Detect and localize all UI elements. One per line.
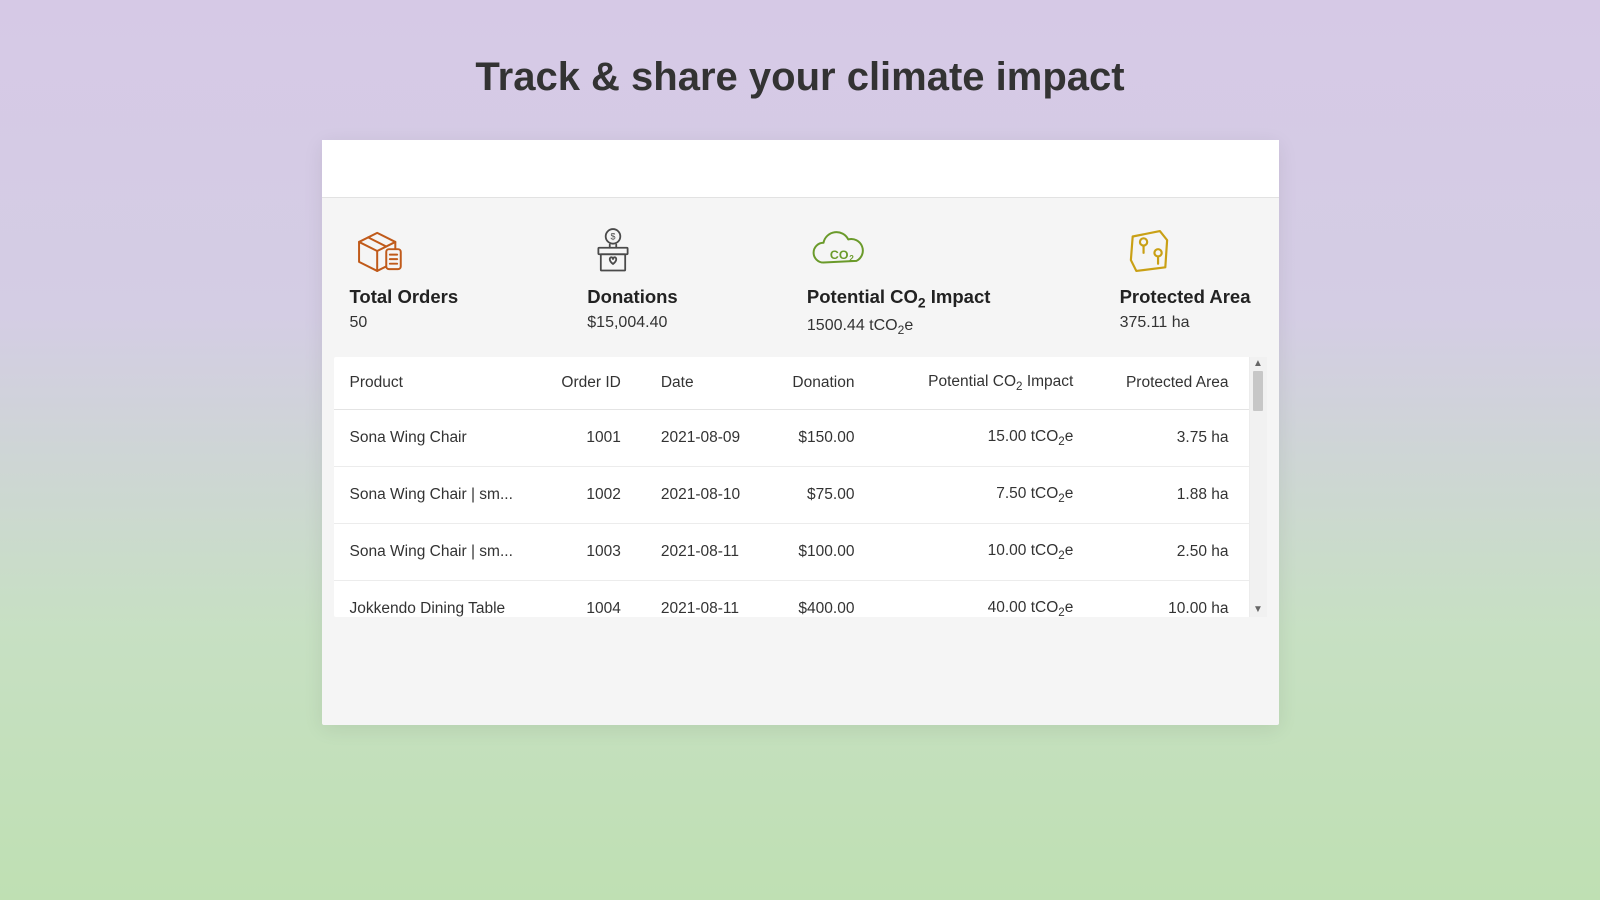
value-text: 1500.44 tCO <box>807 317 898 334</box>
cell-text: e <box>1065 599 1074 616</box>
stat-label: Protected Area <box>1120 286 1251 308</box>
value-text: e <box>904 317 913 334</box>
cell-text: 10.00 tCO <box>988 542 1059 559</box>
cell-product: Sona Wing Chair | sm... <box>334 524 534 581</box>
stat-total-orders: Total Orders 50 <box>350 220 459 337</box>
dashboard-card: Total Orders 50 $ Donations $15,004.40 <box>322 140 1279 725</box>
box-icon <box>350 220 408 282</box>
table-scroll[interactable]: Product Order ID Date Donation Potential… <box>334 357 1249 617</box>
svg-text:CO: CO <box>830 248 849 262</box>
cell-text: e <box>1065 428 1074 445</box>
cell-order-id: 1001 <box>534 409 645 466</box>
svg-text:2: 2 <box>849 254 854 263</box>
cell-area: 10.00 ha <box>1093 581 1248 617</box>
col-header-product: Product <box>334 357 534 410</box>
cell-date: 2021-08-10 <box>645 467 763 524</box>
cell-area: 2.50 ha <box>1093 524 1248 581</box>
scroll-up-arrow-icon[interactable]: ▲ <box>1253 357 1263 371</box>
header-text: Impact <box>1023 373 1074 390</box>
label-text: Impact <box>926 286 991 307</box>
co2-cloud-icon: CO 2 <box>807 220 873 282</box>
table-row[interactable]: Sona Wing Chair10012021-08-09$150.0015.0… <box>334 409 1249 466</box>
cell-donation: $400.00 <box>763 581 891 617</box>
col-header-donation: Donation <box>763 357 891 410</box>
scroll-thumb[interactable] <box>1253 371 1263 411</box>
cell-product: Jokkendo Dining Table <box>334 581 534 617</box>
stat-value: 1500.44 tCO2e <box>807 317 913 337</box>
cell-order-id: 1003 <box>534 524 645 581</box>
header-text: Potential CO <box>928 373 1016 390</box>
subscript-2: 2 <box>918 295 926 311</box>
donation-box-icon: $ <box>587 220 639 282</box>
cell-donation: $100.00 <box>763 524 891 581</box>
card-topbar <box>322 140 1279 198</box>
cell-date: 2021-08-11 <box>645 524 763 581</box>
orders-table: Product Order ID Date Donation Potential… <box>334 357 1249 617</box>
col-header-area: Protected Area <box>1093 357 1248 410</box>
stat-value: $15,004.40 <box>587 314 667 332</box>
cell-text: 40.00 tCO <box>988 599 1059 616</box>
table-header-row: Product Order ID Date Donation Potential… <box>334 357 1249 410</box>
cell-date: 2021-08-09 <box>645 409 763 466</box>
cell-product: Sona Wing Chair <box>334 409 534 466</box>
cell-text: 7.50 tCO <box>996 485 1058 502</box>
cell-date: 2021-08-11 <box>645 581 763 617</box>
cell-impact: 40.00 tCO2e <box>890 581 1093 617</box>
cell-donation: $150.00 <box>763 409 891 466</box>
card-bottom-spacer <box>322 629 1279 725</box>
orders-table-container: Product Order ID Date Donation Potential… <box>334 357 1267 617</box>
scroll-down-arrow-icon[interactable]: ▼ <box>1253 603 1263 617</box>
map-pins-icon <box>1120 220 1178 282</box>
stat-donations: $ Donations $15,004.40 <box>587 220 677 337</box>
cell-text: e <box>1065 542 1074 559</box>
col-header-order-id: Order ID <box>534 357 645 410</box>
stat-label: Potential CO2 Impact <box>807 286 991 311</box>
cell-text: 15.00 tCO <box>988 428 1059 445</box>
table-row[interactable]: Sona Wing Chair | sm...10032021-08-11$10… <box>334 524 1249 581</box>
cell-area: 3.75 ha <box>1093 409 1248 466</box>
label-text: Potential CO <box>807 286 918 307</box>
vertical-scrollbar[interactable]: ▲ ▼ <box>1249 357 1267 617</box>
cell-text: e <box>1065 485 1074 502</box>
stat-label: Total Orders <box>350 286 459 308</box>
stat-value: 50 <box>350 314 368 332</box>
cell-area: 1.88 ha <box>1093 467 1248 524</box>
stat-protected-area: Protected Area 375.11 ha <box>1120 220 1251 337</box>
table-row[interactable]: Sona Wing Chair | sm...10022021-08-10$75… <box>334 467 1249 524</box>
stat-label: Donations <box>587 286 677 308</box>
cell-order-id: 1004 <box>534 581 645 617</box>
page-title: Track & share your climate impact <box>475 55 1124 100</box>
stat-co2-impact: CO 2 Potential CO2 Impact 1500.44 tCO2e <box>807 220 991 337</box>
cell-impact: 15.00 tCO2e <box>890 409 1093 466</box>
cell-order-id: 1002 <box>534 467 645 524</box>
col-header-impact: Potential CO2 Impact <box>890 357 1093 410</box>
table-row[interactable]: Jokkendo Dining Table10042021-08-11$400.… <box>334 581 1249 617</box>
cell-product: Sona Wing Chair | sm... <box>334 467 534 524</box>
col-header-date: Date <box>645 357 763 410</box>
cell-impact: 10.00 tCO2e <box>890 524 1093 581</box>
svg-text:$: $ <box>611 232 616 242</box>
stats-row: Total Orders 50 $ Donations $15,004.40 <box>322 198 1279 357</box>
stat-value: 375.11 ha <box>1120 314 1190 332</box>
cell-donation: $75.00 <box>763 467 891 524</box>
cell-impact: 7.50 tCO2e <box>890 467 1093 524</box>
